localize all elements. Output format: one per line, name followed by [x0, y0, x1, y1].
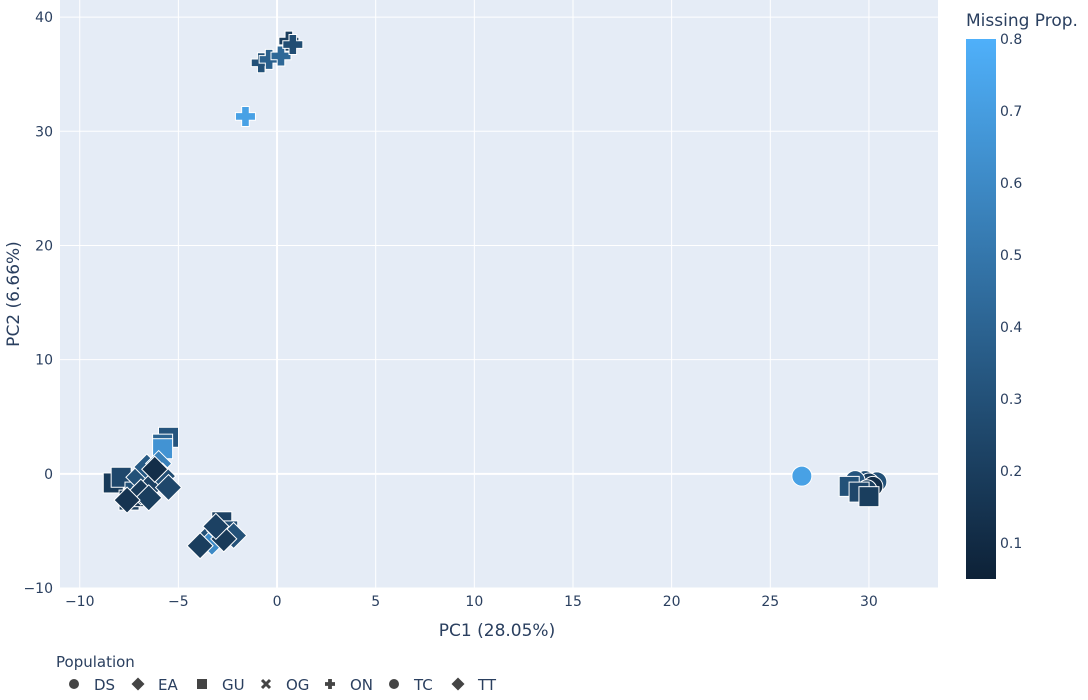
legend-label: OG [286, 676, 309, 694]
y-axis-title: PC2 (6.66%) [4, 241, 24, 347]
data-points [102, 30, 888, 560]
data-point [140, 455, 169, 483]
legend-symbol [389, 679, 399, 689]
colorbar-tick-label: 0.2 [1000, 464, 1022, 480]
y-tick-label: 30 [35, 124, 53, 140]
colorbar-tick-label: 0.6 [1000, 176, 1022, 192]
data-point [154, 473, 183, 502]
legend-symbol [69, 679, 79, 689]
y-tick-label: 0 [44, 467, 53, 483]
x-tick-label: 5 [371, 594, 380, 610]
data-point [186, 532, 214, 560]
x-tick-label: 0 [273, 594, 282, 610]
legend-title: Population [56, 653, 135, 671]
legend-label: GU [222, 676, 245, 694]
x-tick-label: 10 [465, 594, 483, 610]
legend-symbol [131, 677, 145, 691]
legend-label: ON [350, 676, 373, 694]
colorbar [966, 39, 996, 579]
data-point [858, 486, 880, 508]
data-point [234, 105, 256, 127]
legend-item[interactable]: EA [131, 676, 179, 694]
legend-symbol [325, 679, 335, 689]
y-tick-label: 20 [35, 238, 53, 254]
series-tt [186, 512, 248, 560]
data-point [791, 465, 813, 487]
colorbar-tick-label: 0.7 [1000, 104, 1022, 120]
legend-item[interactable]: TC [389, 676, 433, 694]
legend-item[interactable]: DS [69, 676, 115, 694]
colorbar-tick-labels: 0.1 0.2 0.3 0.4 0.5 0.6 0.7 0.8 [1000, 32, 1022, 552]
colorbar-tick-label: 0.8 [1000, 32, 1022, 48]
legend-label: EA [158, 676, 178, 694]
legend-label: TT [477, 676, 497, 694]
x-tick-labels: −10 −5 0 5 10 15 20 25 30 [65, 594, 878, 610]
data-point [113, 486, 141, 514]
y-tick-label: 40 [35, 10, 53, 26]
grid-lines [60, 0, 938, 589]
colorbar-tick-label: 0.1 [1000, 536, 1022, 552]
x-tick-label: 25 [761, 594, 779, 610]
plot-background [60, 0, 938, 588]
legend-symbol [451, 677, 465, 691]
legend-label: TC [413, 676, 433, 694]
x-tick-label: 30 [860, 594, 878, 610]
y-tick-label: −10 [23, 581, 53, 597]
y-tick-label: 10 [35, 353, 53, 369]
colorbar-title: Missing Prop. [966, 11, 1078, 31]
legend-item[interactable]: ON [325, 676, 373, 694]
y-tick-labels: −10 0 10 20 30 40 [23, 10, 53, 597]
legend-item[interactable]: GU [197, 676, 245, 694]
legend-symbol [197, 679, 207, 689]
colorbar-tick-label: 0.5 [1000, 248, 1022, 264]
x-tick-label: −10 [65, 594, 95, 610]
data-point [282, 34, 304, 56]
colorbar-tick-label: 0.4 [1000, 320, 1022, 336]
legend-item[interactable]: OG [260, 676, 309, 694]
data-point [270, 45, 292, 67]
x-tick-label: −5 [168, 594, 189, 610]
colorbar-tick-label: 0.3 [1000, 392, 1022, 408]
legend-label: DS [94, 676, 115, 694]
x-tick-label: 20 [663, 594, 681, 610]
data-point [202, 512, 230, 541]
legend-item[interactable]: TT [451, 676, 497, 694]
x-tick-label: 15 [564, 594, 582, 610]
series-ea [113, 449, 183, 514]
data-point [135, 484, 163, 512]
legend: DS EA GU OG ON TC TT [69, 676, 497, 694]
series-on [234, 30, 304, 127]
x-axis-title: PC1 (28.05%) [439, 621, 555, 641]
legend-symbol [260, 678, 272, 690]
